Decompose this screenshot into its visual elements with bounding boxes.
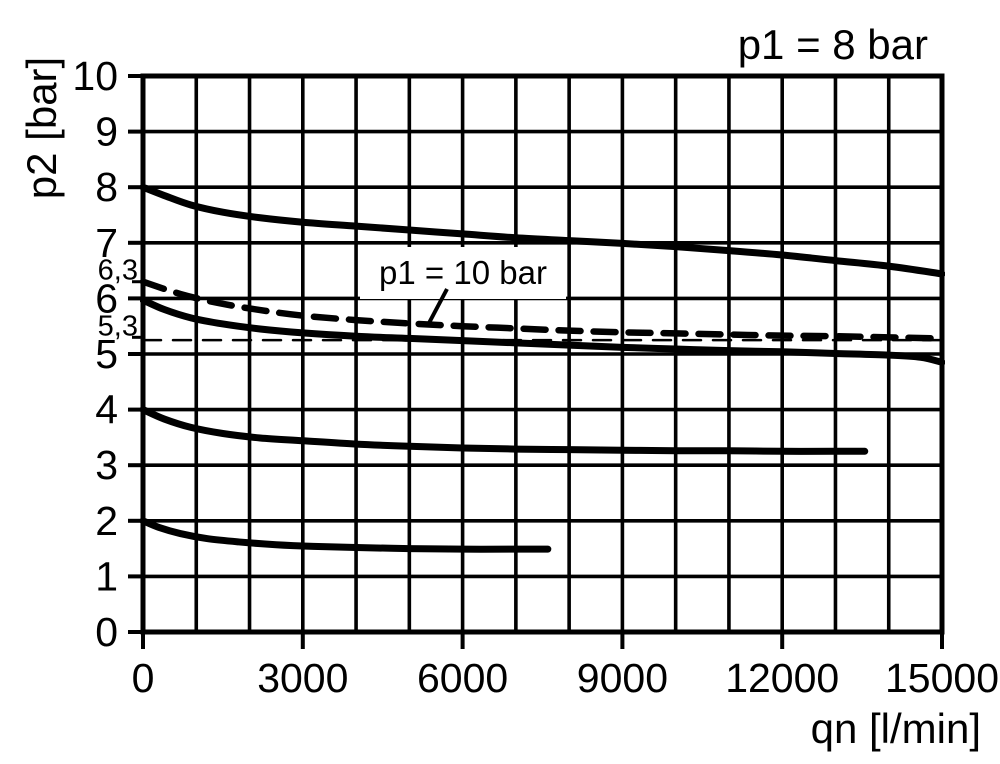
y-tick-label: 9 xyxy=(95,109,118,155)
series-curve-set-2bar xyxy=(140,517,552,553)
x-tick-label: 12000 xyxy=(725,655,839,701)
curves-layer xyxy=(140,183,945,553)
series-curve-set-8bar xyxy=(140,183,945,278)
x-tick-label: 6000 xyxy=(417,655,508,701)
x-tick-label: 15000 xyxy=(885,655,999,701)
chart-generated-layer: 0 3000 6000 9000 12000 15000 0 1 2 3 4 5 6 7 8 9 10 6,3 5,… xyxy=(72,53,999,701)
y-special-tick-label: 6,3 xyxy=(98,255,138,287)
plot-border xyxy=(140,73,945,635)
annotation-group: p1 = 10 bar xyxy=(360,247,566,324)
y-tick-label: 5 xyxy=(95,331,118,377)
annotation-background xyxy=(360,247,566,299)
x-tick-label: 0 xyxy=(132,655,155,701)
y-tick-label: 8 xyxy=(95,164,118,210)
annotation-label: p1 = 10 bar xyxy=(379,254,547,291)
x-axis-label: qn [l/min] xyxy=(811,705,981,752)
annotation-leader-line xyxy=(427,288,449,324)
y-tick-label: 6 xyxy=(95,275,118,321)
y-tick-label: 2 xyxy=(95,498,118,544)
y-tick-label: 7 xyxy=(95,220,118,266)
y-tick-label: 0 xyxy=(95,609,118,655)
y-tick-label: 3 xyxy=(95,442,118,488)
y-tick-label: 4 xyxy=(95,387,118,433)
y-tick-label: 10 xyxy=(72,53,118,99)
x-tick-label: 3000 xyxy=(257,655,348,701)
x-tick-label: 9000 xyxy=(577,655,668,701)
chart-title: p1 = 8 bar xyxy=(738,21,928,68)
series-curve-set-4bar xyxy=(140,406,869,455)
series-curve-p1-10bar xyxy=(140,278,945,342)
y-special-tick-label: 5,3 xyxy=(98,310,138,342)
y-tick-label: 1 xyxy=(95,553,118,599)
y-axis-label: p2 [bar] xyxy=(18,57,65,199)
series-curve-set-6bar xyxy=(140,296,945,366)
